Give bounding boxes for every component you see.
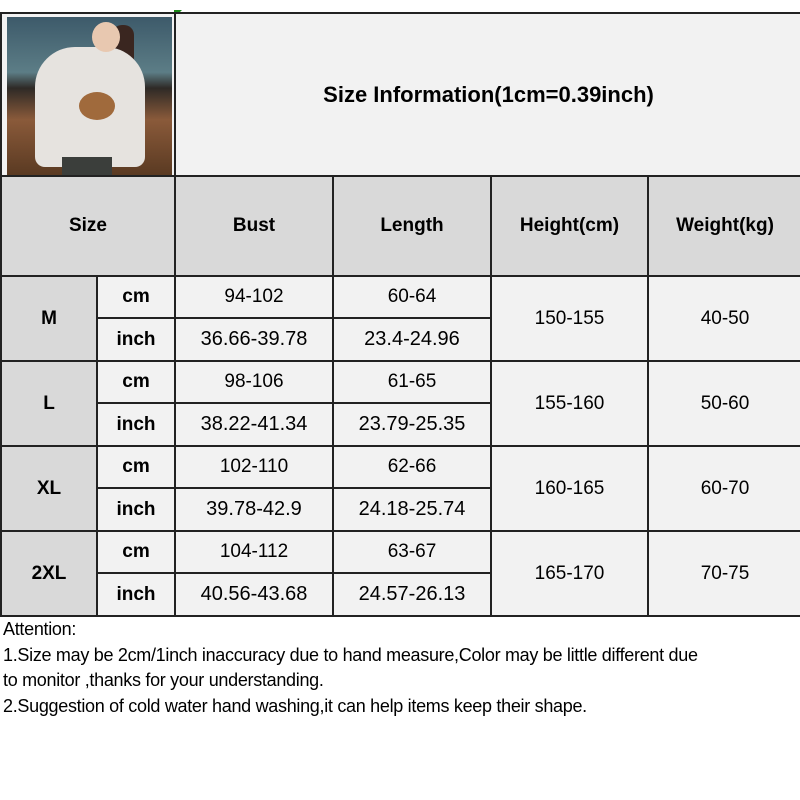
size-row-inch: inch 38.22-41.34 23.79-25.35 bbox=[1, 402, 800, 447]
note-1: 1.Size may be 2cm/1inch inaccuracy due t… bbox=[3, 644, 698, 665]
unit-cm: cm bbox=[96, 445, 176, 489]
size-row-cm: M cm 94-102 60-64 150-155 40-50 bbox=[0, 275, 800, 362]
bust-cm: 102-110 bbox=[174, 445, 334, 489]
size-info-title: Size Information(1cm=0.39inch) bbox=[173, 12, 800, 177]
length-inch: 24.18-25.74 bbox=[332, 487, 492, 532]
unit-inch: inch bbox=[96, 487, 176, 532]
product-photo-cell bbox=[0, 12, 176, 177]
size-label: M bbox=[0, 275, 98, 362]
size-chart-table: Size Information(1cm=0.39inch) Size Bust… bbox=[0, 12, 800, 617]
weight-value: 60-70 bbox=[646, 445, 800, 532]
size-row-inch: inch 36.66-39.78 23.4-24.96 bbox=[1, 317, 800, 362]
note-1-continued: to monitor ,thanks for your understandin… bbox=[3, 670, 324, 690]
weight-value: 50-60 bbox=[646, 360, 800, 447]
product-photo bbox=[7, 17, 172, 175]
unit-cm: cm bbox=[96, 275, 176, 319]
bust-cm: 104-112 bbox=[174, 530, 334, 574]
weight-value: 40-50 bbox=[646, 275, 800, 362]
size-label: XL bbox=[0, 445, 98, 532]
size-row-cm: L cm 98-106 61-65 155-160 50-60 bbox=[0, 360, 800, 447]
header-height: Height(cm) bbox=[490, 175, 649, 277]
size-row-inch: inch 39.78-42.9 24.18-25.74 bbox=[1, 487, 800, 532]
header-size: Size bbox=[0, 175, 176, 277]
bust-inch: 39.78-42.9 bbox=[174, 487, 334, 532]
height-value: 150-155 bbox=[490, 275, 649, 362]
bust-cm: 94-102 bbox=[174, 275, 334, 319]
unit-inch: inch bbox=[96, 572, 176, 617]
height-value: 165-170 bbox=[490, 530, 649, 617]
length-cm: 61-65 bbox=[332, 360, 492, 404]
size-label: 2XL bbox=[0, 530, 98, 617]
height-value: 155-160 bbox=[490, 360, 649, 447]
note-2: 2.Suggestion of cold water hand washing,… bbox=[3, 695, 587, 716]
header-bust: Bust bbox=[174, 175, 334, 277]
header-length: Length bbox=[332, 175, 492, 277]
bust-inch: 36.66-39.78 bbox=[174, 317, 334, 362]
unit-inch: inch bbox=[96, 317, 176, 362]
attention-notes: Attention: 1.Size may be 2cm/1inch inacc… bbox=[3, 617, 800, 719]
size-row-cm: 2XL cm 104-112 63-67 165-170 70-75 bbox=[0, 530, 800, 617]
size-label: L bbox=[0, 360, 98, 447]
unit-cm: cm bbox=[96, 530, 176, 574]
weight-value: 70-75 bbox=[646, 530, 800, 617]
bust-cm: 98-106 bbox=[174, 360, 334, 404]
unit-cm: cm bbox=[96, 360, 176, 404]
length-inch: 24.57-26.13 bbox=[332, 572, 492, 617]
length-inch: 23.79-25.35 bbox=[332, 402, 492, 447]
length-cm: 63-67 bbox=[332, 530, 492, 574]
size-row-cm: XL cm 102-110 62-66 160-165 60-70 bbox=[0, 445, 800, 532]
size-row-inch: inch 40.56-43.68 24.57-26.13 bbox=[1, 572, 800, 617]
length-inch: 23.4-24.96 bbox=[332, 317, 492, 362]
notes-heading: Attention: bbox=[3, 619, 77, 639]
length-cm: 62-66 bbox=[332, 445, 492, 489]
bust-inch: 40.56-43.68 bbox=[174, 572, 334, 617]
height-value: 160-165 bbox=[490, 445, 649, 532]
length-cm: 60-64 bbox=[332, 275, 492, 319]
bust-inch: 38.22-41.34 bbox=[174, 402, 334, 447]
unit-inch: inch bbox=[96, 402, 176, 447]
header-weight: Weight(kg) bbox=[646, 175, 800, 277]
